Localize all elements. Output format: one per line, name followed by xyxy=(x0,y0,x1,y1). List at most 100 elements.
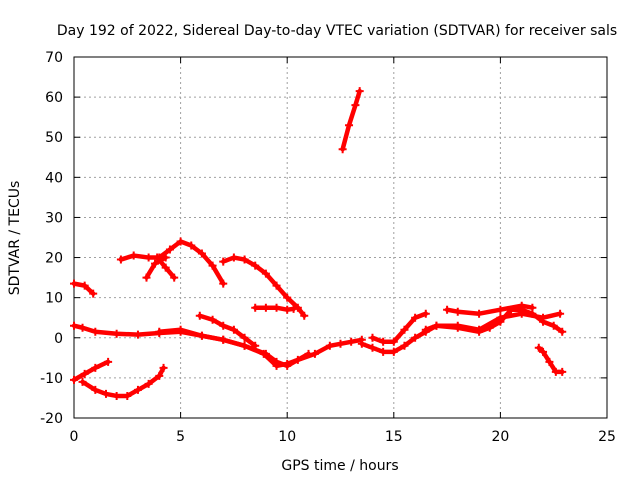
data-point xyxy=(379,347,388,356)
series-arc-f xyxy=(219,253,309,320)
data-point xyxy=(545,357,554,366)
data-point xyxy=(153,253,162,262)
data-point xyxy=(155,371,164,380)
data-point xyxy=(283,293,292,302)
data-point xyxy=(558,327,567,336)
data-point xyxy=(304,349,313,358)
data-point xyxy=(91,363,100,372)
data-point xyxy=(170,273,179,282)
data-point xyxy=(78,323,87,332)
data-point xyxy=(421,325,430,334)
data-point xyxy=(357,339,366,348)
data-point xyxy=(112,329,121,338)
data-point xyxy=(80,369,89,378)
data-point xyxy=(325,341,334,350)
data-point xyxy=(165,245,174,254)
data-point xyxy=(91,327,100,336)
data-point xyxy=(300,311,309,320)
data-point xyxy=(144,379,153,388)
x-tick-label: 10 xyxy=(278,429,296,445)
data-point xyxy=(496,317,505,326)
x-tick-label: 15 xyxy=(385,429,403,445)
series-arc-j xyxy=(70,357,113,384)
data-point xyxy=(389,337,398,346)
data-point xyxy=(517,301,526,310)
data-point xyxy=(197,249,206,258)
series-arc-h xyxy=(195,311,260,350)
data-point xyxy=(539,317,548,326)
data-point xyxy=(453,307,462,316)
data-point xyxy=(116,255,125,264)
data-point xyxy=(144,253,153,262)
data-point xyxy=(240,255,249,264)
data-point xyxy=(195,311,204,320)
data-point xyxy=(496,305,505,314)
data-point xyxy=(272,303,281,312)
series-arc-c xyxy=(116,237,228,288)
data-point xyxy=(159,363,168,372)
data-point xyxy=(347,337,356,346)
data-point xyxy=(219,335,228,344)
data-point xyxy=(219,321,228,330)
data-point xyxy=(176,237,185,246)
series-arc-o xyxy=(421,305,567,336)
series-arc-n xyxy=(368,309,430,346)
data-point xyxy=(219,279,228,288)
y-tick-label: 40 xyxy=(45,170,63,186)
data-point xyxy=(78,377,87,386)
data-point xyxy=(261,303,270,312)
data-point xyxy=(534,343,543,352)
series-trace xyxy=(157,327,311,369)
data-point xyxy=(453,323,462,332)
axis-ticks: 0 5 10 15 20 25 -20 -10 0 10 20 30 40 50 60 70 xyxy=(40,50,616,445)
series-arc-e xyxy=(153,253,179,282)
grid xyxy=(74,57,607,418)
data-point xyxy=(70,321,78,330)
data-point xyxy=(219,257,228,266)
data-point xyxy=(351,101,360,110)
data-point xyxy=(251,261,260,270)
series-arc-k xyxy=(78,363,168,400)
data-point xyxy=(133,330,142,339)
data-point xyxy=(411,333,420,342)
data-point xyxy=(70,279,78,288)
y-tick-label: 10 xyxy=(45,291,63,307)
data-point xyxy=(475,309,484,318)
x-tick-label: 25 xyxy=(598,429,616,445)
y-tick-label: -20 xyxy=(40,411,63,427)
data-point xyxy=(112,391,121,400)
data-point xyxy=(475,327,484,336)
data-point xyxy=(155,327,164,336)
data-point xyxy=(101,389,110,398)
y-tick-label: 70 xyxy=(45,50,63,66)
data-layer xyxy=(70,87,567,400)
x-tick-label: 0 xyxy=(70,429,79,445)
data-point xyxy=(229,253,238,262)
data-point xyxy=(549,321,558,330)
data-point xyxy=(240,333,249,342)
x-tick-label: 5 xyxy=(176,429,185,445)
data-point xyxy=(421,309,430,318)
data-point xyxy=(400,325,409,334)
x-axis-label: GPS time / hours xyxy=(281,458,398,474)
data-point xyxy=(151,259,160,268)
data-point xyxy=(91,385,100,394)
y-tick-label: 50 xyxy=(45,130,63,146)
data-point xyxy=(272,357,281,366)
data-point xyxy=(443,305,452,314)
series-arc-a xyxy=(70,279,98,298)
data-point xyxy=(389,347,398,356)
chart-title: Day 192 of 2022, Sidereal Day-to-day VTE… xyxy=(57,23,617,39)
series-arc-i xyxy=(155,325,313,370)
series-trace xyxy=(118,239,226,286)
series-arc-l xyxy=(338,87,364,154)
y-tick-label: 30 xyxy=(45,210,63,226)
data-point xyxy=(133,385,142,394)
data-point xyxy=(161,263,170,272)
data-point xyxy=(261,349,270,358)
data-point xyxy=(208,315,217,324)
series-arc-p xyxy=(443,301,537,318)
series-trace xyxy=(359,311,563,355)
y-tick-label: 20 xyxy=(45,251,63,267)
